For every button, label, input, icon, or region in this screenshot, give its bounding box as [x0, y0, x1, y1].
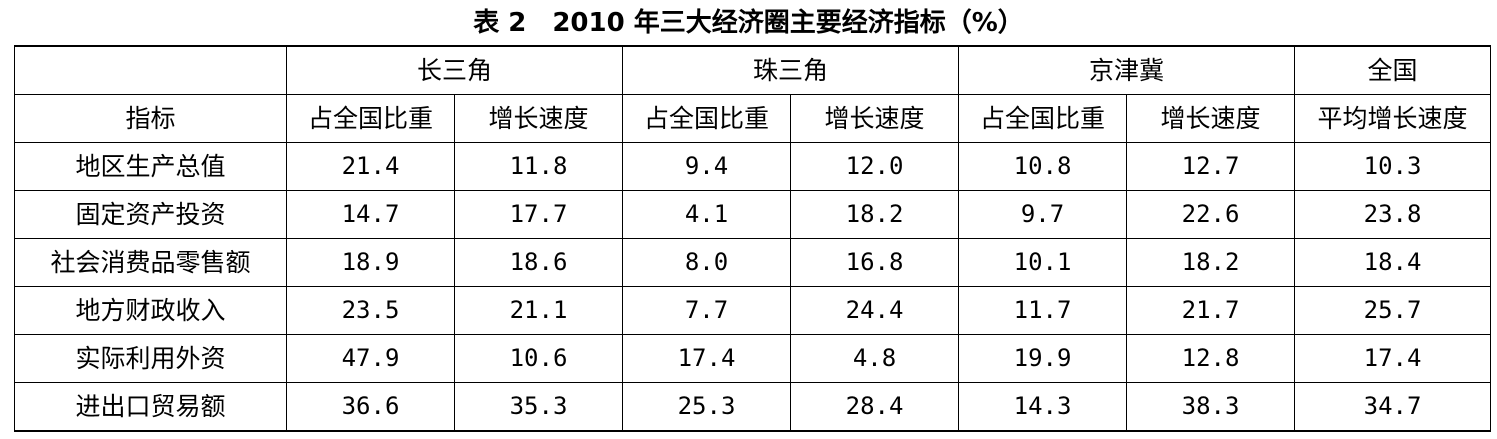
table-row: 固定资产投资 14.7 17.7 4.1 18.2 9.7 22.6 23.8 [14, 190, 1492, 239]
header-group-cell: 全国 [1294, 45, 1492, 95]
row-label: 实际利用外资 [14, 334, 287, 383]
table-cell: 21.4 [286, 142, 455, 191]
table-row: 进出口贸易额 36.6 35.3 25.3 28.4 14.3 38.3 34.7 [14, 382, 1492, 432]
table-cell: 25.3 [622, 382, 792, 432]
table-cell: 10.6 [453, 334, 624, 383]
header-sub-cell: 平均增长速度 [1294, 94, 1492, 143]
table-cell: 18.2 [790, 190, 960, 239]
table-row: 地方财政收入 23.5 21.1 7.7 24.4 11.7 21.7 25.7 [14, 286, 1492, 335]
table-cell: 14.7 [286, 190, 455, 239]
header-sub-cell: 占全国比重 [622, 94, 792, 143]
table-cell: 23.8 [1294, 190, 1492, 239]
table-cell: 36.6 [286, 382, 455, 432]
table-cell: 17.4 [1294, 334, 1492, 383]
table-cell: 16.8 [790, 238, 960, 287]
header-group-cell: 珠三角 [622, 45, 960, 95]
table-cell: 25.7 [1294, 286, 1492, 335]
table-cell: 7.7 [622, 286, 792, 335]
table-cell: 11.8 [453, 142, 624, 191]
header-group-cell: 长三角 [285, 45, 624, 95]
header-sub-cell: 增长速度 [453, 94, 624, 143]
row-label: 固定资产投资 [14, 190, 287, 239]
table-cell: 4.1 [622, 190, 792, 239]
table-row: 地区生产总值 21.4 11.8 9.4 12.0 10.8 12.7 10.3 [14, 142, 1492, 191]
table-cell: 18.2 [1126, 238, 1296, 287]
table-cell: 19.9 [958, 334, 1128, 383]
table-cell: 10.3 [1294, 142, 1492, 191]
table-cell: 34.7 [1294, 382, 1492, 432]
table-cell: 22.6 [1126, 190, 1296, 239]
table-cell: 21.7 [1126, 286, 1296, 335]
header-group-cell: 京津冀 [958, 45, 1296, 95]
table-cell: 23.5 [286, 286, 455, 335]
table-cell: 9.4 [622, 142, 792, 191]
row-label: 地区生产总值 [14, 142, 287, 191]
table-title: 表 2 2010 年三大经济圈主要经济指标（%） [473, 8, 1024, 38]
table-cell: 35.3 [453, 382, 624, 432]
row-label: 进出口贸易额 [14, 382, 287, 432]
table-cell: 12.7 [1126, 142, 1296, 191]
table-cell: 10.8 [958, 142, 1128, 191]
header-row-groups: 长三角 珠三角 京津冀 全国 [14, 45, 1492, 95]
table-cell: 8.0 [622, 238, 792, 287]
table-cell: 17.4 [622, 334, 792, 383]
table-cell: 14.3 [958, 382, 1128, 432]
table-cell: 18.9 [286, 238, 455, 287]
table-cell: 21.1 [453, 286, 624, 335]
economic-indicators-table: 长三角 珠三角 京津冀 全国 指标 占全国比重 增长速度 占全国比重 增长速度 … [14, 45, 1492, 432]
header-sub-cell: 占全国比重 [958, 94, 1128, 143]
table-row: 社会消费品零售额 18.9 18.6 8.0 16.8 10.1 18.2 18.4 [14, 238, 1492, 287]
row-label: 地方财政收入 [14, 286, 287, 335]
table-cell: 12.0 [790, 142, 960, 191]
header-sub-cell: 增长速度 [790, 94, 960, 143]
table-cell: 12.8 [1126, 334, 1296, 383]
table-cell: 18.4 [1294, 238, 1492, 287]
header-empty-cell [14, 45, 287, 95]
table-cell: 24.4 [790, 286, 960, 335]
row-label: 社会消费品零售额 [14, 238, 287, 287]
table-cell: 17.7 [453, 190, 624, 239]
table-cell: 18.6 [453, 238, 624, 287]
table-row: 实际利用外资 47.9 10.6 17.4 4.8 19.9 12.8 17.4 [14, 334, 1492, 383]
table-cell: 9.7 [958, 190, 1128, 239]
table-cell: 47.9 [286, 334, 455, 383]
row-label-header: 指标 [14, 94, 287, 143]
table-cell: 28.4 [790, 382, 960, 432]
header-sub-cell: 占全国比重 [286, 94, 455, 143]
table-cell: 4.8 [790, 334, 960, 383]
table-body: 地区生产总值 21.4 11.8 9.4 12.0 10.8 12.7 10.3 固定资产投资 1… [14, 142, 1492, 432]
table-cell: 11.7 [958, 286, 1128, 335]
table-cell: 10.1 [958, 238, 1128, 287]
table-cell: 38.3 [1126, 382, 1296, 432]
header-sub-cell: 增长速度 [1126, 94, 1296, 143]
header-row-sub: 指标 占全国比重 增长速度 占全国比重 增长速度 占全国比重 增长速度 平均增长… [14, 94, 1492, 143]
